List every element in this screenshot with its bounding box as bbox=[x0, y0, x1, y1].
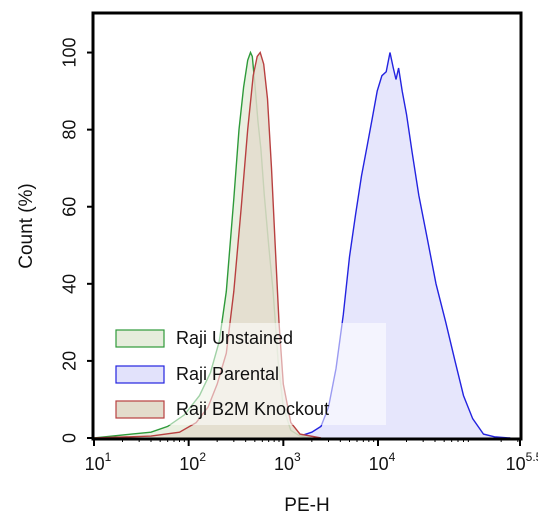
x-tick-label: 104 bbox=[369, 450, 396, 474]
x-axis-title: PE-H bbox=[284, 495, 329, 516]
legend-swatch bbox=[115, 400, 165, 419]
legend: Raji Unstained Raji Parental Raji B2M Knoc… bbox=[103, 323, 386, 425]
legend-label: Raji Unstained bbox=[176, 328, 293, 348]
y-tick-label: 40 bbox=[59, 274, 79, 294]
legend-label: Raji B2M Knockout bbox=[176, 399, 329, 419]
legend-label: Raji Parental bbox=[176, 364, 279, 384]
y-tick-label: 100 bbox=[59, 38, 79, 68]
legend-swatch bbox=[115, 365, 165, 384]
axis-ticks: 0 20 40 60 80 100 101 102 103 104 105.5 bbox=[59, 38, 538, 474]
legend-swatch bbox=[115, 329, 165, 348]
y-tick-label: 20 bbox=[59, 351, 79, 371]
y-tick-label: 60 bbox=[59, 197, 79, 217]
x-tick-label: 105.5 bbox=[506, 450, 538, 474]
y-tick-label: 0 bbox=[59, 433, 79, 443]
x-tick-label: 102 bbox=[179, 450, 206, 474]
y-axis-title: Count (%) bbox=[16, 183, 37, 269]
y-tick-label: 80 bbox=[59, 120, 79, 140]
plot-frame bbox=[91, 11, 523, 441]
x-tick-label: 101 bbox=[85, 450, 112, 474]
x-tick-label: 103 bbox=[274, 450, 301, 474]
